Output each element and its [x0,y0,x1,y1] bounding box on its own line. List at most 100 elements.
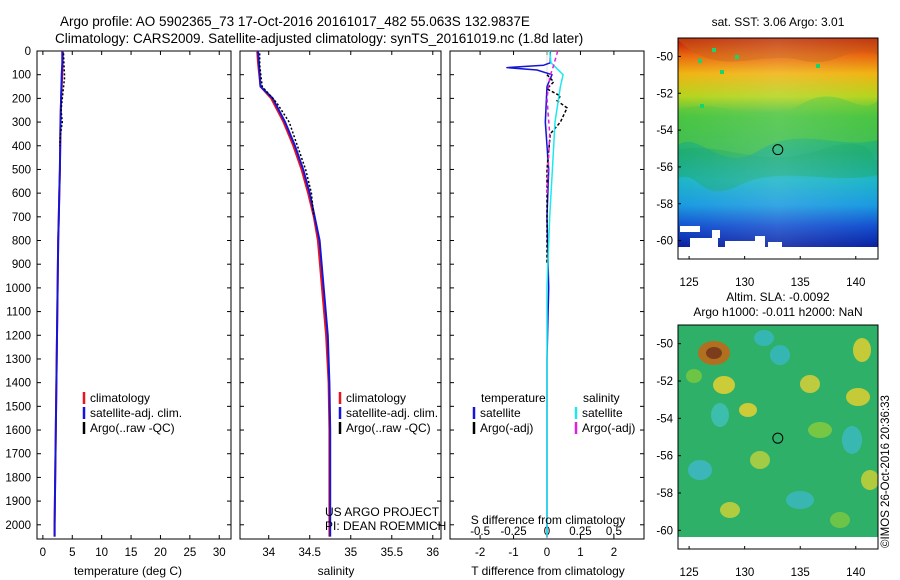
legend-label: satellite-adj. clim. [90,406,182,420]
y-tick-label: -50 [656,51,673,63]
x-tick-label: 130 [735,277,754,289]
s-tick-label: -0.25 [500,526,526,538]
y-tick-label: -52 [656,88,673,100]
sst-heatmap [678,38,878,247]
x-tick-label: 125 [680,277,699,289]
x-tick-label: 135 [791,567,810,579]
y-tick-label: -56 [656,451,673,463]
y-tick-label: -60 [656,525,673,537]
x-tick-label: 36 [426,547,439,559]
y-tick-label: 2000 [5,520,31,532]
y-tick-label: 600 [12,188,31,200]
t-difference-xlabel: T difference from climatology [471,564,625,578]
series-line [59,53,66,146]
y-tick-label: 1100 [6,307,31,319]
plot-frame [36,50,232,540]
y-tick-label: 200 [12,93,31,105]
title-line-2: Climatology: CARS2009. Satellite-adjuste… [55,31,583,46]
legend-title-temperature: temperature [481,391,546,405]
temperature-profile-panel: 0100200300400500600700800900100011001200… [5,46,232,559]
legend-label: satellite [480,406,521,420]
y-tick-label: 1600 [5,425,31,437]
sst-map-axes: 125 130 135 140 -50 -52 -54 -56 -58 -60 [656,37,879,289]
argo-location-marker [772,432,784,444]
x-tick-label: 35 [344,547,357,559]
difference-legend: temperature salinity satellite Argo(-adj… [472,391,635,435]
y-tick-label: -54 [656,125,673,137]
y-tick-label: 400 [12,141,31,153]
x-tick-label: 2 [611,547,617,559]
title-line-1: Argo profile: AO 5902365_73 17-Oct-2016 … [60,14,530,29]
sla-map-subtitle: Argo h1000: -0.011 h2000: NaN [693,305,862,319]
legend-label: satellite-adj. clim. [346,406,438,420]
y-tick-label: 1000 [5,283,31,295]
y-tick-label: 800 [12,236,31,248]
y-tick-label: -58 [656,199,673,211]
y-tick-label: 700 [12,212,31,224]
x-tick-label: 34.5 [299,547,321,559]
sst-missing-pixels [680,226,782,247]
salinity-xlabel: salinity [318,564,355,578]
temperature-xlabel: temperature (deg C) [74,564,182,578]
x-tick-label: 130 [735,567,754,579]
y-tick-label: 0 [25,46,31,58]
y-tick-label: 1700 [5,449,31,461]
x-tick-label: 34 [262,547,275,559]
y-tick-label: 1800 [5,472,31,484]
legend-title-salinity: salinity [583,391,620,405]
x-tick-label: 135 [791,277,810,289]
legend-label: Argo(-adj) [582,421,635,435]
x-tick-label: 15 [125,547,138,559]
y-tick-label: -60 [656,236,673,248]
sla-map-title: Altim. SLA: -0.0092 [726,290,830,304]
legend-label: Argo(..raw -QC) [346,421,431,435]
y-tick-label: 1300 [5,354,31,366]
sst-map-title: sat. SST: 3.06 Argo: 3.01 [712,15,845,29]
series-line [546,50,559,194]
sst-highlight [678,38,878,247]
salinity-legend: climatology satellite-adj. clim. Argo(..… [338,391,438,435]
y-tick-label: 1900 [5,496,31,508]
y-tick-label: -52 [656,376,673,388]
sst-green-pixels [698,48,820,108]
x-tick-label: 0 [40,547,46,559]
y-tick-label: 100 [12,70,31,82]
series-line [258,53,315,217]
pi-annotation: PI: DEAN ROEMMICH [325,519,446,533]
y-tick-label: -54 [656,413,673,425]
map-frame [677,324,879,550]
project-annotation: US ARGO PROJECT [325,505,440,519]
x-tick-label: -1 [508,547,518,559]
s-tick-label: 0.5 [606,526,622,538]
legend-label: Argo(-adj) [480,421,533,435]
s-difference-label: S difference from climatology [471,513,626,527]
sla-anomalies [686,330,878,528]
legend-label: climatology [90,391,150,405]
y-tick-label: 1500 [5,401,31,413]
series-line [53,51,64,537]
x-tick-label: 25 [183,547,196,559]
legend-label: climatology [346,391,406,405]
sla-map-axes: 125 130 135 140 -50 -52 -54 -56 -58 -60 [656,324,879,579]
x-tick-label: 0 [544,547,550,559]
difference-profile-panel: -2 -1 0 1 2-0.5 -0.25 0 0.25 0.5 [449,50,645,559]
s-tick-label: -0.5 [470,526,490,538]
y-tick-label: 1200 [5,330,31,342]
x-tick-label: 125 [680,567,699,579]
series-line [546,50,564,537]
y-tick-label: 1400 [5,378,31,390]
x-tick-label: 35.5 [381,547,403,559]
temperature-legend: climatology satellite-adj. clim. Argo(..… [82,391,182,435]
x-tick-label: 5 [69,547,75,559]
y-tick-label: 300 [12,117,31,129]
y-tick-label: 900 [12,259,31,271]
imos-credit: ©IMOS 26-Oct-2016 20:36:33 [880,395,892,548]
legend-label: satellite [582,406,623,420]
argo-location-marker [772,144,784,156]
x-tick-label: 20 [154,547,167,559]
y-tick-label: -58 [656,488,673,500]
map-frame [677,37,879,260]
x-tick-label: 1 [577,547,583,559]
salinity-profile-panel: 34 34.5 35 35.5 36 [239,50,442,559]
